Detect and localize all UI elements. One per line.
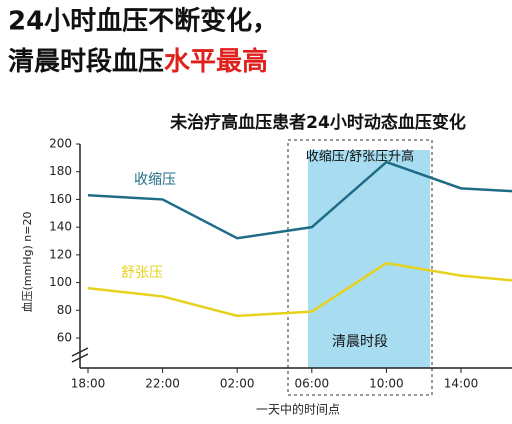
axis-break [71, 347, 89, 363]
y-tick-label: 60 [57, 331, 72, 345]
y-tick-label: 100 [49, 275, 72, 289]
morning-box [287, 139, 433, 396]
y-axis-label: 血压(mmHg) n=20 [20, 212, 34, 313]
x-tick-label: 14:00 [444, 377, 479, 391]
series-line [87, 160, 512, 240]
headline-line1: 24小时血压不断变化， [8, 6, 278, 37]
headline-highlight: 水平最高 [164, 46, 268, 77]
headline-line2: 清晨时段血压水平最高 [8, 46, 268, 77]
series-label: 舒张压 [121, 265, 163, 281]
y-tick-label: 200 [49, 137, 72, 151]
annotation: 清晨时段 [332, 334, 388, 350]
y-tick-label: 120 [49, 247, 72, 261]
x-axis-label: 一天中的时间点 [256, 402, 340, 417]
x-tick-label: 02:00 [220, 377, 255, 391]
series-label: 收缩压 [134, 172, 176, 188]
y-tick-label: 140 [49, 220, 72, 234]
headline-text: 清晨时段血压 [8, 46, 164, 77]
chart-title: 未治疗高血压患者24小时动态血压变化 [169, 112, 466, 133]
annotation: 收缩压/舒张压升高 [306, 149, 414, 165]
series-line [87, 261, 512, 318]
x-tick-label: 18:00 [71, 377, 106, 391]
x-tick-label: 10:00 [369, 377, 404, 391]
y-tick-label: 180 [49, 164, 72, 178]
x-tick-label: 22:00 [145, 377, 180, 391]
x-tick-label: 06:00 [295, 377, 330, 391]
morning-band [308, 150, 430, 368]
y-tick-label: 80 [57, 303, 72, 317]
y-tick-label: 160 [49, 192, 72, 206]
